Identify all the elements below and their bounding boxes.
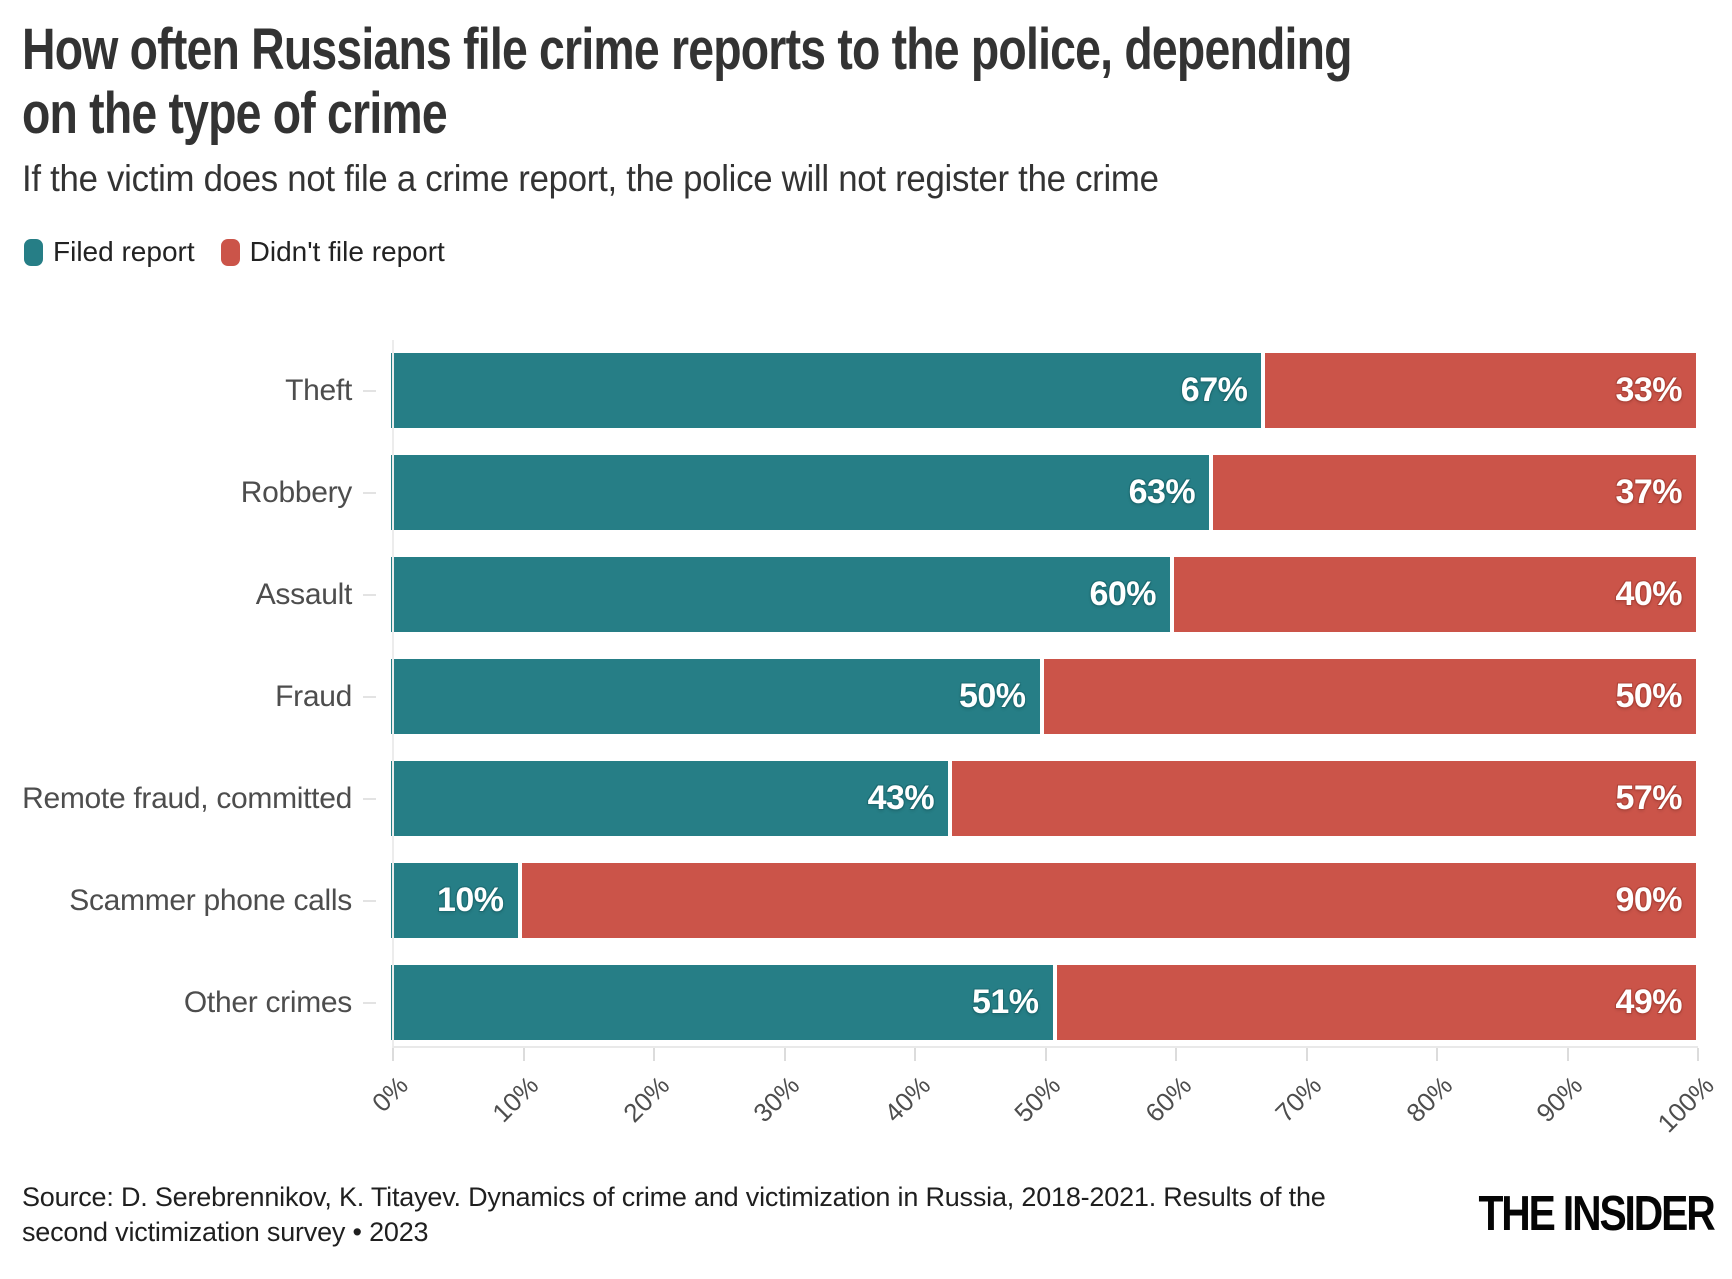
chart-row-fraud: Fraud 50% 50% (0, 659, 1732, 734)
legend-label: Filed report (53, 236, 195, 267)
bar-fraud: 50% 50% (391, 659, 1696, 734)
x-axis-tick (783, 1048, 786, 1061)
x-axis-tick (392, 1048, 394, 1061)
value-label: 43% (867, 779, 935, 817)
legend-swatch-didn-t-file-report (220, 238, 240, 266)
value-label: 50% (1615, 677, 1682, 715)
segment-filed-report: 10% (391, 863, 522, 938)
category-tick (363, 593, 376, 596)
value-label: 51% (971, 983, 1039, 1021)
bar-rows: Theft 67% 33% Robbery 63% 37% Assault 60% 40% Fra… (0, 353, 1732, 1040)
x-axis-tick (1044, 1048, 1047, 1061)
bar-robbery: 63% 37% (391, 455, 1696, 530)
category-label: Other crimes (183, 985, 352, 1019)
x-axis-tick (1566, 1048, 1569, 1061)
x-axis: 0% 10% 20% 30% 40% 50% 60% 70% 80% 90% 100% (366, 1046, 1719, 1176)
bar-remote-fraud-committed: 43% 57% (391, 761, 1696, 836)
x-axis-tick-text: 0% (366, 1070, 415, 1118)
value-label: 49% (1615, 983, 1682, 1021)
legend-swatch-filed-report (24, 238, 43, 266)
x-axis-tick-text: 60% (1139, 1070, 1198, 1129)
category-tick (363, 899, 376, 902)
category-label: Fraud (275, 679, 352, 713)
x-axis-tick (1436, 1048, 1438, 1061)
category-label: Theft (285, 373, 352, 407)
legend-item-filed-report: Filed report (24, 236, 195, 268)
segment-didnt-file-report: 57% (952, 761, 1696, 836)
segment-filed-report: 67% (391, 353, 1266, 428)
x-axis-tick-text: 40% (878, 1070, 937, 1129)
x-axis-tick-text: 80% (1400, 1070, 1459, 1129)
x-axis-tick-text: 30% (747, 1070, 806, 1129)
x-axis-tick-text: 90% (1530, 1070, 1589, 1129)
category-tick (363, 389, 376, 392)
chart-row-assault: Assault 60% 40% (0, 557, 1732, 632)
y-axis-line (392, 340, 394, 1048)
segment-filed-report: 51% (391, 965, 1057, 1040)
segment-didnt-file-report: 50% (1043, 659, 1696, 734)
value-label: 60% (1089, 575, 1156, 613)
chart-row-theft: Theft 67% 33% (0, 353, 1732, 428)
legend-item-didn-t-file-report: Didn't file report (220, 236, 445, 268)
legend: Filed report Didn't file report (24, 236, 445, 268)
bar-theft: 67% 33% (391, 353, 1696, 428)
legend-label: Didn't file report (249, 236, 445, 267)
chart-row-other-crimes: Other crimes 51% 49% (0, 965, 1732, 1040)
x-axis-tick-text: 50% (1008, 1070, 1067, 1129)
segment-didnt-file-report: 40% (1174, 557, 1696, 632)
x-axis-tick (914, 1048, 916, 1061)
chart-subtitle: If the victim does not file a crime repo… (22, 158, 1159, 199)
bar-other-crimes: 51% 49% (391, 965, 1696, 1040)
value-label: 40% (1615, 575, 1682, 613)
category-tick (363, 491, 376, 494)
segment-filed-report: 50% (391, 659, 1044, 734)
bar-assault: 60% 40% (391, 557, 1696, 632)
value-label: 63% (1128, 473, 1196, 511)
source-note: Source: D. Serebrennikov, K. Titayev. Dy… (22, 1182, 1326, 1247)
value-label: 50% (958, 677, 1026, 715)
chart-row-robbery: Robbery 63% 37% (0, 455, 1732, 530)
value-label: 10% (436, 881, 504, 919)
x-axis-tick-text: 20% (617, 1070, 676, 1129)
x-axis-tick (522, 1048, 525, 1061)
x-axis-tick-text: 70% (1269, 1070, 1328, 1129)
category-tick (363, 695, 376, 698)
x-axis-line (393, 1046, 1698, 1048)
x-axis-tick (1305, 1048, 1308, 1061)
x-axis-tick (653, 1048, 655, 1061)
segment-filed-report: 63% (391, 455, 1214, 530)
x-axis-tick (1697, 1048, 1699, 1061)
category-tick (363, 797, 376, 800)
chart-row-remote-fraud-committed: Remote fraud, committed 43% 57% (0, 761, 1732, 836)
value-label: 67% (1180, 371, 1248, 409)
value-label: 37% (1615, 473, 1682, 511)
x-axis-tick (1175, 1048, 1177, 1061)
bar-scammer-phone-calls: 10% 90% (391, 863, 1696, 938)
value-label: 33% (1615, 371, 1682, 409)
segment-didnt-file-report: 49% (1056, 965, 1696, 1040)
category-label: Assault (255, 577, 353, 611)
x-axis-tick-text: 100% (1650, 1070, 1720, 1139)
segment-filed-report: 43% (391, 761, 953, 836)
segment-didnt-file-report: 90% (521, 863, 1696, 938)
x-axis-tick-text: 10% (486, 1070, 545, 1129)
category-label: Robbery (240, 475, 353, 509)
value-label: 57% (1615, 779, 1682, 817)
category-label: Remote fraud, committed (22, 781, 352, 815)
value-label: 90% (1615, 881, 1682, 919)
chart-row-scammer-phone-calls: Scammer phone calls 10% 90% (0, 863, 1732, 938)
segment-didnt-file-report: 37% (1213, 455, 1696, 530)
category-tick (363, 1001, 376, 1004)
segment-filed-report: 60% (391, 557, 1174, 632)
category-label: Scammer phone calls (69, 883, 352, 917)
stacked-bar-chart: Theft 67% 33% Robbery 63% 37% Assault 60% 40% Fra… (0, 340, 1732, 1170)
segment-didnt-file-report: 33% (1265, 353, 1696, 428)
chart-title: How often Russians file crime reports to… (22, 17, 1353, 146)
the-insider-logo: THE INSIDER (1478, 1187, 1716, 1242)
